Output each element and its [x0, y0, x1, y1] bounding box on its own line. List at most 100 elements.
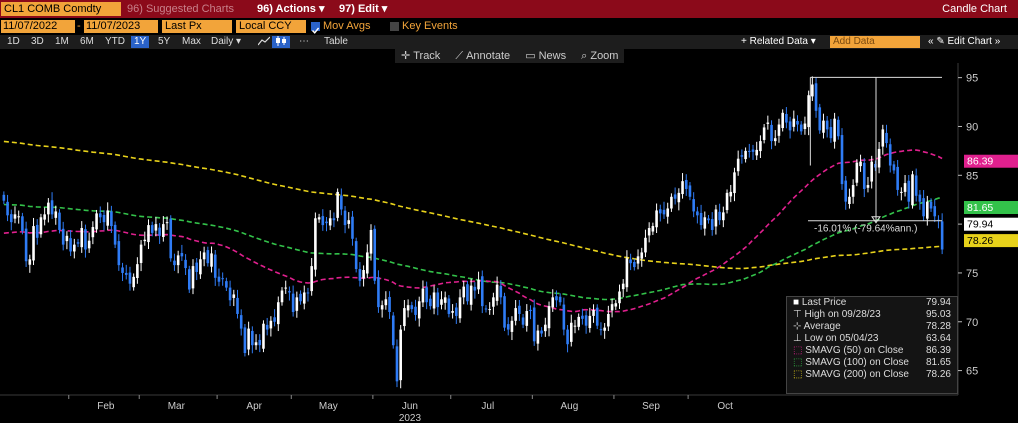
y-tick-label: 70 — [966, 317, 978, 329]
candle-body — [781, 112, 784, 129]
legend-sma200: ⬚ SMAVG (200) on Close 78.26 — [793, 369, 951, 380]
average-marker-icon: ⊹ — [793, 321, 804, 332]
candle-body — [295, 297, 299, 311]
candle-body — [251, 330, 254, 346]
currency-select[interactable]: Local CCY — [236, 20, 306, 33]
candle-body — [406, 305, 410, 311]
more-icon[interactable]: ⋯ — [299, 36, 309, 47]
candle-body — [729, 191, 733, 197]
candle-body — [191, 266, 195, 289]
candle-body — [102, 214, 106, 223]
candle-body — [443, 297, 447, 303]
candle-body — [888, 144, 892, 166]
add-data-input[interactable]: Add Data — [830, 36, 920, 48]
range-6m[interactable]: 6M — [80, 36, 94, 47]
track-tool[interactable]: ✛ Track — [401, 50, 441, 62]
key-events-checkbox[interactable] — [390, 22, 399, 31]
candle-chart[interactable]: 65707580859095FebMarAprMayJunJulAugSepOc… — [0, 63, 1018, 423]
y-tick-label: 65 — [966, 366, 978, 378]
candle-body — [766, 122, 770, 124]
candle-body — [139, 244, 143, 263]
candle-body — [480, 276, 484, 307]
x-tick-label: Feb — [97, 401, 115, 412]
candle-body — [829, 127, 833, 139]
candle-body — [414, 306, 417, 315]
candle-body — [429, 298, 432, 307]
candle-body — [369, 229, 373, 254]
chart-tools: ✛ Track ⟋ Annotate ▭ News ⌕ Zoom — [395, 49, 625, 63]
news-tool[interactable]: ▭ News — [525, 50, 567, 62]
candle-body — [184, 259, 187, 269]
candle-body — [673, 194, 677, 199]
candle-body — [929, 201, 933, 209]
y-tick-label: 85 — [966, 170, 978, 182]
range-1m[interactable]: 1M — [55, 36, 69, 47]
candle-body — [239, 315, 243, 329]
sma200-value: 78.26 — [967, 235, 993, 247]
period-select[interactable]: Daily ▾ — [211, 36, 242, 47]
related-data-button[interactable]: + Related Data ▾ — [741, 36, 816, 47]
candle-body — [696, 211, 699, 216]
mov-avgs-checkbox[interactable] — [311, 22, 320, 34]
start-date-input[interactable]: 11/07/2022 — [1, 20, 75, 33]
candle-body — [503, 296, 506, 328]
annotate-tool[interactable]: ⟋ Annotate — [455, 50, 511, 62]
range-3d[interactable]: 3D — [31, 36, 44, 47]
table-button[interactable]: Table — [324, 36, 348, 47]
candle-body — [521, 317, 525, 325]
actions-menu[interactable]: 96) Actions ▾ — [257, 3, 325, 15]
candle-body — [384, 299, 388, 306]
candle-chart-icon[interactable] — [272, 36, 290, 48]
check-icon — [311, 27, 320, 34]
candle-body — [276, 302, 280, 325]
candle-body — [440, 299, 443, 305]
candle-body — [862, 162, 866, 189]
candle-body — [6, 201, 9, 216]
candle-body — [647, 228, 651, 236]
legend-last-price: ■ Last Price 79.94 — [793, 297, 951, 308]
candle-body — [121, 267, 124, 273]
range-1d[interactable]: 1D — [7, 36, 20, 47]
candle-body — [759, 141, 762, 152]
field-select[interactable]: Last Px — [162, 20, 232, 33]
chart-controls: 11/07/2022 - 11/07/2023 Last Px Local CC… — [0, 18, 1018, 35]
zoom-tool[interactable]: ⌕ Zoom — [581, 50, 619, 62]
candle-body — [421, 288, 425, 303]
candle-body — [536, 330, 540, 344]
candle-body — [818, 107, 822, 131]
edit-chart-button[interactable]: « ✎ Edit Chart » — [928, 36, 1001, 47]
candle-body — [692, 199, 695, 212]
candle-body — [881, 129, 885, 147]
candle-body — [777, 124, 781, 136]
candle-body — [39, 217, 43, 235]
line-chart-icon[interactable] — [255, 36, 273, 48]
candle-body — [599, 329, 603, 331]
candle-body — [158, 227, 161, 236]
candle-body — [907, 180, 911, 202]
candle-body — [32, 226, 35, 261]
candle-body — [95, 213, 98, 230]
candle-body — [569, 322, 573, 342]
candle-body — [299, 293, 302, 302]
candle-body — [98, 213, 102, 218]
range-5y[interactable]: 5Y — [158, 36, 171, 47]
candle-body — [651, 226, 655, 232]
candle-body — [922, 198, 925, 217]
candle-body — [28, 259, 32, 265]
range-1y[interactable]: 1Y — [131, 36, 150, 48]
candle-body — [484, 308, 488, 310]
end-date-input[interactable]: 11/07/2023 — [84, 20, 158, 33]
candle-body — [677, 192, 681, 203]
suggested-charts-button[interactable]: 96) Suggested Charts — [127, 3, 235, 15]
candle-body — [269, 320, 273, 329]
candle-body — [577, 316, 580, 327]
candle-body — [595, 307, 599, 326]
candle-body — [736, 158, 740, 172]
range-ytd[interactable]: YTD — [105, 36, 125, 47]
edit-menu[interactable]: 97) Edit ▾ — [339, 3, 388, 15]
candle-body — [603, 327, 606, 331]
range-max[interactable]: Max — [182, 36, 201, 47]
candle-body — [740, 155, 744, 157]
ticker-field[interactable]: CL1 COMB Comdty — [1, 2, 121, 16]
candle-body — [718, 211, 721, 221]
